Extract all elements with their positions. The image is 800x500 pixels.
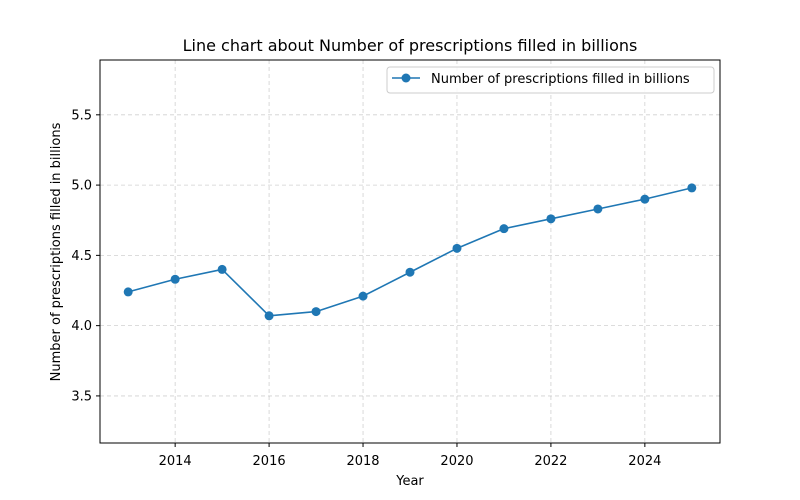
data-point [546, 214, 556, 224]
data-point [499, 224, 509, 234]
x-tick-label: 2020 [440, 454, 473, 469]
x-tick-label: 2022 [534, 454, 567, 469]
data-point [217, 264, 227, 274]
y-axis-label: Number of prescriptions filled in billio… [49, 122, 64, 381]
y-tick-label: 4.5 [71, 249, 92, 264]
data-point [405, 267, 415, 277]
y-tick-label: 5.5 [71, 108, 92, 123]
axis-ticks: 2014 2016 2018 2020 2022 2024 3.5 4.0 4.5 5.0 5.5 [71, 108, 661, 469]
legend: Number of prescriptions filled in billio… [386, 66, 715, 94]
data-point [358, 291, 368, 301]
series-layer [123, 183, 697, 321]
data-point [264, 311, 274, 321]
y-tick-label: 4.0 [71, 319, 92, 334]
data-point [311, 307, 321, 317]
chart-title: Line chart about Number of prescriptions… [183, 36, 638, 55]
data-point [640, 194, 650, 204]
x-tick-label: 2024 [628, 454, 661, 469]
legend-marker-swatch [401, 73, 411, 83]
x-tick-label: 2016 [253, 454, 286, 469]
data-point [687, 183, 697, 193]
legend-entry-label: Number of prescriptions filled in billio… [431, 72, 690, 87]
plot-frame [99, 59, 721, 444]
data-point [123, 287, 133, 297]
x-axis-label: Year [395, 474, 424, 489]
x-tick-label: 2018 [346, 454, 379, 469]
data-point [452, 243, 462, 253]
y-tick-label: 5.0 [71, 179, 92, 194]
y-tick-label: 3.5 [71, 389, 92, 404]
legend-box [386, 66, 715, 94]
x-tick-label: 2014 [159, 454, 192, 469]
data-point [170, 274, 180, 284]
data-point [593, 204, 603, 214]
